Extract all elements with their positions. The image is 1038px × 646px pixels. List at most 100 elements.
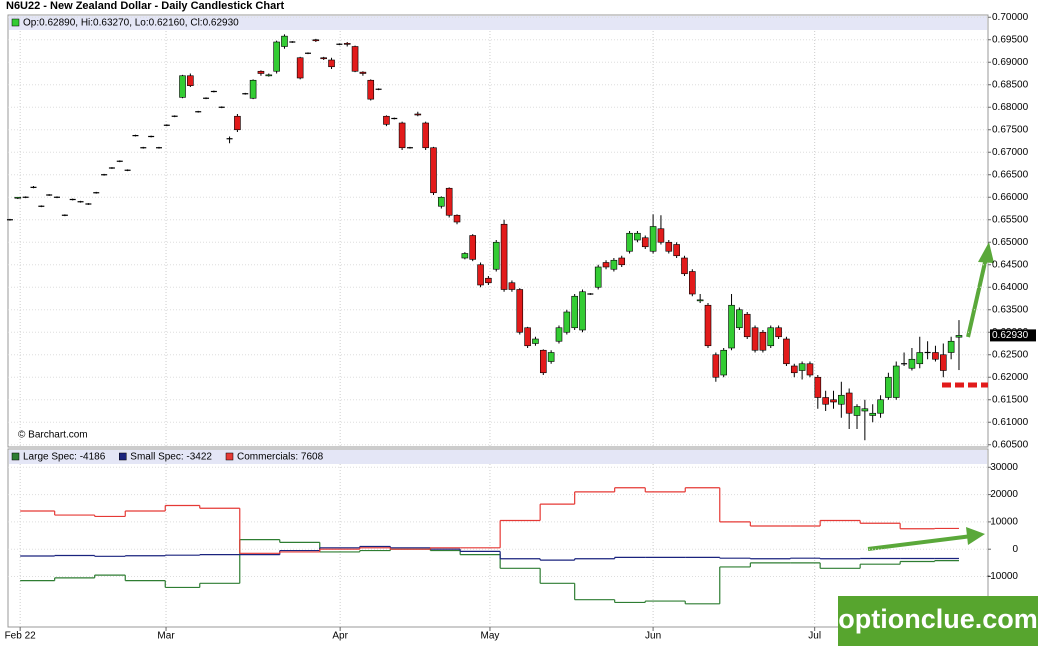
candle-body (657, 228, 665, 243)
candle-body (641, 237, 649, 248)
candle-body (367, 79, 375, 100)
watermark-bg (838, 596, 1038, 646)
chart-title: N6U22 - New Zealand Dollar - Daily Candl… (6, 0, 284, 12)
arrow (867, 242, 994, 551)
legend-strip (9, 16, 987, 30)
candle-body (414, 113, 422, 116)
candle-body (892, 365, 900, 398)
candle-body (712, 354, 720, 378)
candle-body (916, 352, 924, 365)
candle-body (822, 397, 829, 405)
candle-body (955, 335, 963, 338)
y-tick-label: -10000 (987, 571, 1019, 582)
candle-body (767, 327, 775, 347)
candle-body (438, 196, 445, 207)
candle-body (602, 262, 610, 268)
candle-body (422, 122, 429, 149)
y-tick-label: 0.69500 (992, 34, 1029, 45)
candle-body (179, 75, 186, 98)
candle-body (618, 257, 626, 266)
y-tick-label: 0.62500 (992, 349, 1029, 360)
candle-body (477, 264, 484, 286)
y-tick-label: 0 (1012, 544, 1018, 555)
credit: © Barchart.com (18, 430, 88, 441)
y-tick-label: 0.66500 (992, 169, 1029, 180)
candle-body (869, 412, 877, 416)
candle-body (885, 376, 892, 398)
candle-body (634, 232, 641, 241)
candle-body (806, 363, 814, 376)
candle-body (798, 363, 806, 371)
candle-body (932, 352, 939, 360)
candle-body (273, 41, 280, 72)
candle-body (343, 43, 351, 45)
candle-body (539, 349, 547, 374)
last-price-box (990, 329, 1036, 342)
y-tick-label: 20000 (990, 489, 1018, 500)
candle-body (594, 266, 602, 288)
y-tick-label: 10000 (990, 517, 1018, 528)
candle-body (547, 352, 555, 362)
candle-body (665, 241, 673, 252)
candle-body (430, 147, 437, 194)
x-tick-label: Feb 22 (5, 631, 37, 642)
candle-body (704, 304, 712, 347)
legend-label: Commercials: 7608 (237, 452, 324, 463)
y-tick-label: 30000 (990, 462, 1018, 473)
candle-body (571, 295, 578, 329)
legend-swatch (225, 452, 234, 461)
candle-body (861, 408, 869, 412)
candle-body (500, 223, 508, 290)
candle-body (328, 59, 335, 68)
candle-body (673, 244, 680, 257)
candle-body (720, 349, 727, 376)
candle-body (649, 226, 657, 252)
y-tick-label: 0.68500 (992, 79, 1029, 90)
candle-body (351, 46, 359, 72)
candle-body (383, 115, 390, 125)
candle-body (751, 327, 759, 351)
x-tick-label: Jun (645, 631, 661, 642)
candle-body (626, 232, 633, 252)
y-tick-label: 0.67000 (992, 147, 1029, 158)
cot-panel (7, 448, 989, 628)
candle-body (398, 122, 406, 149)
candle-body (759, 331, 767, 351)
candle-body (790, 365, 798, 374)
candle-body (257, 70, 265, 74)
x-tick-label: Apr (332, 631, 348, 642)
y-tick-label: 0.65000 (992, 237, 1029, 248)
x-tick-label: Mar (157, 631, 175, 642)
candle-body (359, 71, 367, 74)
candle-body (610, 259, 618, 270)
watermark: optionclue.com (838, 604, 1038, 634)
candle-body (532, 338, 539, 344)
candle-body (728, 304, 735, 349)
candle-body (312, 39, 320, 42)
candle-body (555, 327, 563, 342)
y-tick-label: 0.60500 (992, 439, 1029, 450)
candle-body (743, 313, 751, 338)
candle-body (469, 235, 477, 260)
candle-body (908, 358, 916, 369)
legend-swatch (11, 18, 20, 27)
candle-body (845, 392, 853, 414)
candle-body (696, 299, 704, 302)
x-tick-label: Jul (808, 631, 821, 642)
candle-body (814, 376, 822, 398)
candle-body (939, 354, 947, 371)
legend-strip (9, 450, 987, 464)
y-tick-label: 0.64000 (992, 282, 1029, 293)
candle-body (492, 241, 500, 270)
candle-body (14, 196, 22, 199)
y-tick-label: 0.62000 (992, 372, 1029, 383)
y-tick-label: 0.61500 (992, 394, 1029, 405)
candle-body (234, 115, 241, 131)
candle-body (516, 289, 524, 333)
legend-label: Large Spec: -4186 (23, 452, 106, 463)
candle-body (320, 57, 327, 60)
candle-body (838, 394, 845, 405)
legend-swatch (11, 452, 20, 461)
y-tick-label: 0.67500 (992, 124, 1029, 135)
candle-body (445, 187, 453, 216)
